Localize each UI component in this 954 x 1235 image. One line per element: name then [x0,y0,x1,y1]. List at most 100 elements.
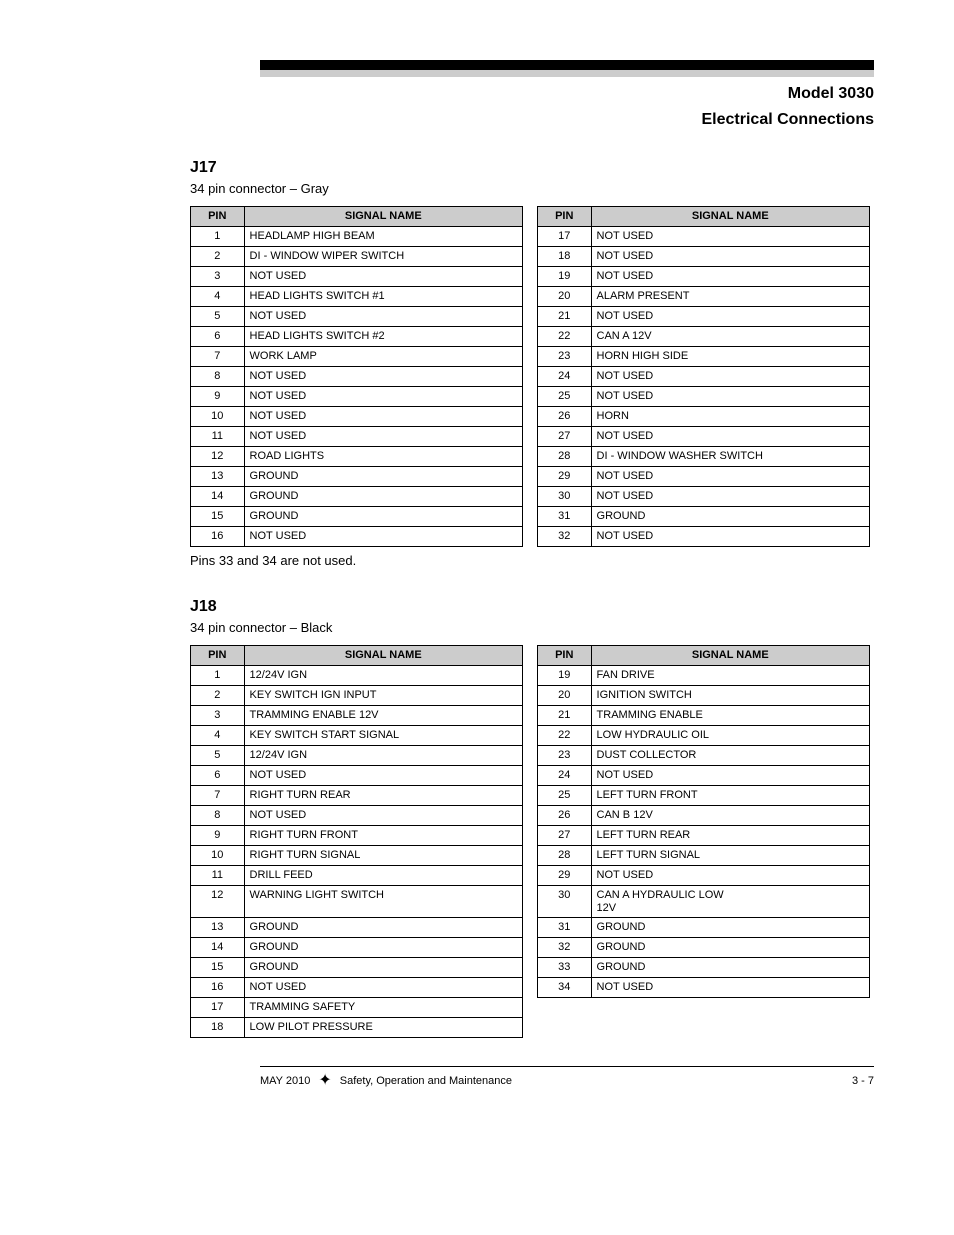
cell-spacer [523,347,538,367]
cell-spacer [523,287,538,307]
cell-pin [537,1018,591,1038]
cell-pin: 8 [191,367,245,387]
cell-name: NOT USED [244,367,522,387]
table-row: 10RIGHT TURN SIGNAL28LEFT TURN SIGNAL [191,846,870,866]
header-rule [260,60,874,70]
cell-spacer [523,786,538,806]
cell-name: NOT USED [591,307,869,327]
cell-pin: 10 [191,407,245,427]
cell-pin: 13 [191,918,245,938]
cell-pin: 27 [537,826,591,846]
table-row: 12ROAD LIGHTS28DI - WINDOW WASHER SWITCH [191,447,870,467]
th-pin-right: PIN [537,646,591,666]
cell-pin: 23 [537,347,591,367]
cell-name: FAN DRIVE [591,666,869,686]
table-row: 7WORK LAMP23HORN HIGH SIDE [191,347,870,367]
cell-pin: 2 [191,247,245,267]
cell-spacer [523,507,538,527]
table-row: 3NOT USED19NOT USED [191,267,870,287]
cell-pin: 21 [537,307,591,327]
table-row: 4HEAD LIGHTS SWITCH #120ALARM PRESENT [191,287,870,307]
cell-pin: 21 [537,706,591,726]
cell-spacer [523,447,538,467]
section1-title: J17 [190,159,874,177]
table-head: PIN SIGNAL NAME PIN SIGNAL NAME [191,207,870,227]
table-row: 11NOT USED27NOT USED [191,427,870,447]
cell-name: GROUND [591,918,869,938]
cell-name: NOT USED [244,407,522,427]
table-row: 10NOT USED 26HORN [191,407,870,427]
th-pin-left: PIN [191,646,245,666]
cell-spacer [523,247,538,267]
cell-name: GROUND [244,487,522,507]
cell-name: LOW PILOT PRESSURE [244,1018,522,1038]
cell-name: WORK LAMP [244,347,522,367]
cell-name: CAN A HYDRAULIC LOW 12V [591,886,869,918]
cell-name: ALARM PRESENT [591,287,869,307]
table-row: 8NOT USED24NOT USED [191,367,870,387]
cell-pin: 18 [537,247,591,267]
cell-name: NOT USED [244,527,522,547]
table-row: 9NOT USED25NOT USED [191,387,870,407]
cell-spacer [523,726,538,746]
cell-spacer [523,387,538,407]
cell-pin: 33 [537,958,591,978]
footer-row: MAY 2010 ✦ Safety, Operation and Mainten… [260,1073,874,1089]
cell-name: DRILL FEED [244,866,522,886]
cell-name [591,998,869,1018]
cell-name: GROUND [591,938,869,958]
cell-pin: 10 [191,846,245,866]
cell-name: GROUND [244,938,522,958]
cell-pin: 25 [537,786,591,806]
th-name-right: SIGNAL NAME [591,207,869,227]
cell-name: NOT USED [244,978,522,998]
cell-name: NOT USED [591,367,869,387]
cell-spacer [523,427,538,447]
cell-spacer [523,826,538,846]
header-rule-shadow [260,70,874,77]
cell-name: LOW HYDRAULIC OIL [591,726,869,746]
cell-name: RIGHT TURN SIGNAL [244,846,522,866]
cell-name: NOT USED [244,387,522,407]
cell-pin: 4 [191,726,245,746]
cell-pin: 28 [537,447,591,467]
cell-pin: 19 [537,666,591,686]
cell-spacer [523,918,538,938]
cell-name: GROUND [244,467,522,487]
section1-note: Pins 33 and 34 are not used. [190,553,874,568]
cell-pin: 31 [537,507,591,527]
cell-pin: 5 [191,746,245,766]
cell-spacer [523,866,538,886]
cell-name: RIGHT TURN REAR [244,786,522,806]
cell-spacer [523,706,538,726]
cell-pin: 24 [537,766,591,786]
cell-name: HORN [591,407,869,427]
cell-pin: 14 [191,938,245,958]
cell-pin: 29 [537,866,591,886]
th-spacer [523,207,538,227]
cell-name: TRAMMING ENABLE [591,706,869,726]
table-row: 2KEY SWITCH IGN INPUT20IGNITION SWITCH [191,686,870,706]
table-j17: PIN SIGNAL NAME PIN SIGNAL NAME 1HEADLAM… [190,206,870,547]
th-spacer [523,646,538,666]
table-head: PIN SIGNAL NAME PIN SIGNAL NAME [191,646,870,666]
cell-spacer [523,407,538,427]
cell-pin: 24 [537,367,591,387]
header-title-2: Electrical Connections [80,111,874,129]
cell-pin: 32 [537,938,591,958]
cell-name: HEAD LIGHTS SWITCH #1 [244,287,522,307]
cell-pin: 1 [191,666,245,686]
table-row: 15GROUND33GROUND [191,958,870,978]
th-name-right: SIGNAL NAME [591,646,869,666]
cell-pin: 11 [191,866,245,886]
cell-pin: 12 [191,886,245,918]
cell-name: RIGHT TURN FRONT [244,826,522,846]
cell-pin: 26 [537,407,591,427]
cell-name: NOT USED [244,267,522,287]
cell-pin: 3 [191,267,245,287]
cell-spacer [523,978,538,998]
cell-pin: 13 [191,467,245,487]
table-row: 13GROUND31GROUND [191,918,870,938]
cell-pin: 7 [191,347,245,367]
cell-name: DUST COLLECTOR [591,746,869,766]
